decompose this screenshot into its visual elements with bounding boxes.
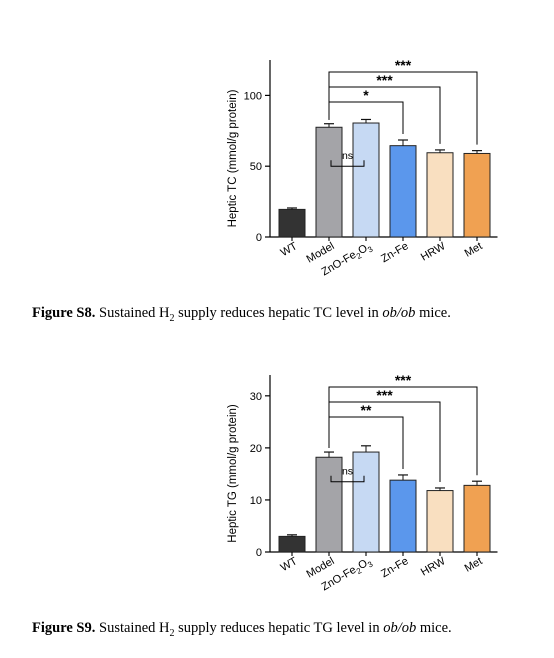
bar-1 [278, 535, 306, 553]
x-tick-label-5: HRW [419, 555, 448, 579]
significance-bracket-3 [328, 101, 404, 135]
figure-s9-mouse-model: ob/ob [383, 620, 417, 636]
figure-s9-text-c: mice. [416, 620, 452, 636]
ns-label: ns [342, 150, 353, 162]
ns-label: ns [342, 466, 353, 478]
significance-label-2: *** [376, 387, 393, 403]
chart-hepatic-tg: Heptic TG (mmol/g protein) 0 10 20 30 WT Model… [0, 355, 554, 595]
bar-3 [352, 122, 380, 238]
bar-2 [315, 126, 343, 238]
x-tick-label-text: Zn-Fe [379, 240, 410, 265]
x-tick-label-5: HRW [419, 240, 448, 264]
x-tick-label-sub: 2 [355, 566, 364, 576]
y-tick-label: 30 [250, 391, 262, 403]
figure-s9-text-a: Sustained H [95, 620, 170, 636]
figure-s8-label: Figure S8. [32, 305, 96, 321]
x-tick-label-6: Met [463, 240, 485, 260]
bar-5 [426, 152, 454, 238]
figure-s8-text-c: mice. [415, 305, 451, 321]
significance-label-2: *** [376, 72, 393, 88]
bar-2 [315, 456, 343, 553]
significance-bracket-2 [328, 86, 441, 144]
figure-s8-sub: 2 [169, 312, 175, 324]
x-tick-label-text: Met [463, 240, 485, 260]
figure-s9-sub: 2 [169, 627, 175, 639]
x-tick-label-sub: 3 [366, 244, 375, 254]
significance-label-1: *** [395, 372, 412, 388]
x-tick-label-text: HRW [419, 555, 448, 579]
x-tick-label-text: Zn-Fe [379, 555, 410, 580]
y-tick-label: 100 [244, 90, 262, 102]
significance-label-1: *** [395, 57, 412, 73]
bar-6 [463, 484, 491, 553]
chart-hepatic-tc: Heptic TC (mmol/g protein) 0 50 100 WT Model Z… [0, 40, 554, 280]
figure-s9-caption: Figure S9. Sustained H2 supply reduces h… [32, 620, 532, 639]
figure-s9-label: Figure S9. [32, 620, 96, 636]
significance-bracket-3 [328, 416, 404, 469]
y-tick-label: 20 [250, 443, 262, 455]
significance-label-3: * [363, 87, 369, 103]
x-tick-label-4: Zn-Fe [379, 240, 410, 265]
bar-4 [389, 479, 417, 553]
ns-bracket [330, 475, 365, 483]
y-axis-label: Heptic TG (mmol/g protein) [227, 404, 239, 543]
y-tick-label: 0 [256, 232, 262, 244]
x-tick-label-sub: 2 [355, 251, 364, 261]
bar-5 [426, 490, 454, 553]
x-tick-label-text: HRW [419, 240, 448, 264]
bar-3 [352, 451, 380, 553]
ns-bracket [330, 160, 365, 167]
x-tick-label-1: WT [279, 240, 300, 259]
bar-1 [278, 208, 306, 238]
figure-s9-text-b: supply reduces hepatic TG level in [174, 620, 384, 636]
figure-s8-text-b: supply reduces hepatic TC level in [174, 305, 383, 321]
y-tick-label: 0 [256, 547, 262, 559]
y-tick-label: 50 [250, 161, 262, 173]
x-tick-label-text: Met [463, 555, 485, 575]
figure-s8-mouse-model: ob/ob [382, 305, 416, 321]
bar-4 [389, 145, 417, 238]
x-tick-label-text: WT [279, 555, 300, 574]
significance-label-3: ** [361, 402, 372, 418]
x-tick-label-1: WT [279, 555, 300, 574]
x-tick-label-6: Met [463, 555, 485, 575]
y-axis-label: Heptic TC (mmol/g protein) [227, 89, 239, 227]
figure-s8-text-a: Sustained H [95, 305, 170, 321]
x-tick-label-sub: 3 [366, 559, 375, 569]
x-tick-label-4: Zn-Fe [379, 555, 410, 580]
figure-s8-caption: Figure S8. Sustained H2 supply reduces h… [32, 305, 532, 324]
y-tick-label: 10 [250, 495, 262, 507]
x-tick-label-text: WT [279, 240, 300, 259]
bar-6 [463, 152, 491, 238]
